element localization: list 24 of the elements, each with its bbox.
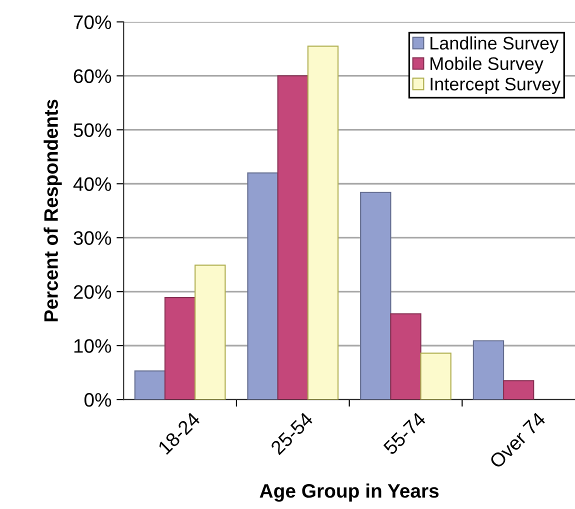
legend-label: Intercept Survey [430, 78, 561, 94]
bar [194, 264, 226, 400]
y-tick-label: 30% [74, 231, 112, 245]
y-tick-label: 60% [74, 69, 112, 84]
bar [277, 75, 308, 400]
y-tick-label: 10% [74, 339, 112, 353]
y-tick-label: 0% [84, 393, 112, 407]
bar [307, 46, 339, 400]
bar [472, 340, 504, 400]
y-axis-title: Percent of Respondents [44, 100, 62, 322]
x-axis-title: Age Group in Years [260, 484, 439, 502]
legend-label: Landline Survey [430, 36, 559, 54]
bar [360, 192, 392, 400]
bar [247, 172, 278, 400]
legend-label: Mobile Survey [430, 56, 544, 74]
bar [164, 297, 196, 400]
y-tick-label: 50% [74, 123, 112, 138]
y-tick-label: 40% [73, 177, 112, 191]
bar [420, 352, 452, 400]
bar [502, 380, 534, 400]
bar [134, 370, 166, 400]
y-tick-label: 70% [74, 15, 112, 30]
y-tick-label: 20% [74, 285, 112, 299]
bar [390, 313, 422, 400]
